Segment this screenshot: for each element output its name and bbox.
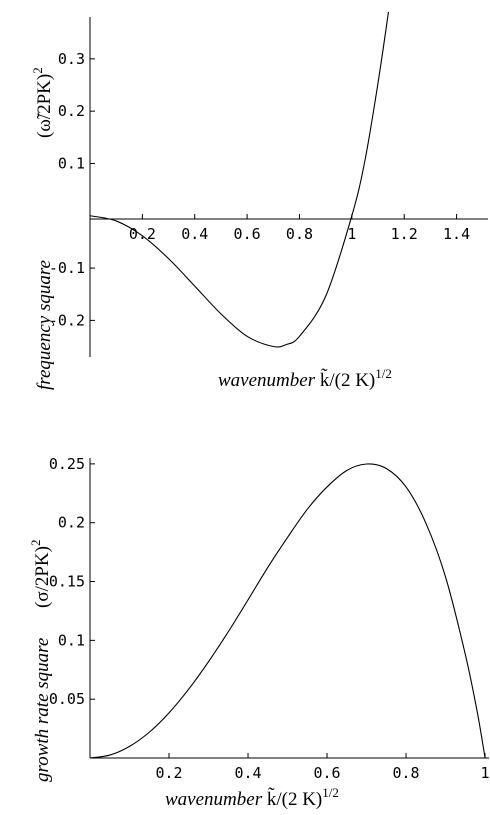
top-y-tick-label: 0.3 bbox=[58, 50, 85, 68]
bottom-series-line bbox=[89, 463, 486, 759]
top-x-tick-label: 1.4 bbox=[443, 225, 470, 243]
bottom-x-tick-label: 0.6 bbox=[313, 764, 340, 782]
top-x-tick-label: 1.2 bbox=[391, 225, 418, 243]
top-y-tick-label: -0.2 bbox=[49, 311, 85, 329]
bottom-y-label: growth rate square bbox=[32, 638, 53, 782]
bottom-y-tick-label: 0.15 bbox=[49, 573, 85, 591]
bottom-y-tick-label: 0.05 bbox=[49, 690, 85, 708]
bottom-x-label: wavenumber k̃/(2 K)1/2 bbox=[165, 785, 339, 810]
top-x-label: wavenumber k̃/(2 K)1/2 bbox=[218, 366, 392, 391]
bottom-x-tick-label: 0.8 bbox=[392, 764, 419, 782]
growth-rate-square-chart: 0.2 0.4 0.6 0.8 1 0.05 0.1 0.15 0.2 0.25 growth r… bbox=[28, 455, 490, 810]
top-x-tick-label: 0.8 bbox=[286, 225, 313, 243]
top-x-tick-label: 0.6 bbox=[234, 225, 261, 243]
bottom-x-tick-label: 1 bbox=[481, 764, 490, 782]
top-y-tick-label: 0.2 bbox=[58, 102, 85, 120]
top-x-tick-label: 0.2 bbox=[129, 225, 156, 243]
bottom-y-tick-label: 0.1 bbox=[58, 631, 85, 649]
top-y-label: frequency square bbox=[34, 260, 55, 390]
bottom-ticks: 0.2 0.4 0.6 0.8 1 0.05 0.1 0.15 0.2 0.25 bbox=[49, 455, 490, 782]
top-x-tick-label: 0.4 bbox=[181, 225, 208, 243]
bottom-y-formula: (σ/2PK)2 bbox=[28, 540, 53, 608]
bottom-y-tick-label: 0.2 bbox=[58, 514, 85, 532]
bottom-x-tick-label: 0.2 bbox=[155, 764, 182, 782]
top-y-tick-label: 0.1 bbox=[58, 154, 85, 172]
top-series-line bbox=[89, 11, 390, 348]
bottom-x-tick-label: 0.4 bbox=[234, 764, 261, 782]
top-y-tick-label: -0.1 bbox=[49, 259, 85, 277]
frequency-square-chart: 0.2 0.4 0.6 0.8 1 1.2 1.4 -0.2 -0.1 0.1 0.2 0.3 fre… bbox=[30, 11, 488, 391]
top-y-formula: (ω̃/2PK)2 bbox=[30, 67, 55, 138]
top-x-tick-label: 1 bbox=[347, 225, 356, 243]
top-ticks: 0.2 0.4 0.6 0.8 1 1.2 1.4 -0.2 -0.1 0.1 0.2 0.3 bbox=[49, 50, 470, 330]
bottom-y-tick-label: 0.25 bbox=[49, 455, 85, 473]
